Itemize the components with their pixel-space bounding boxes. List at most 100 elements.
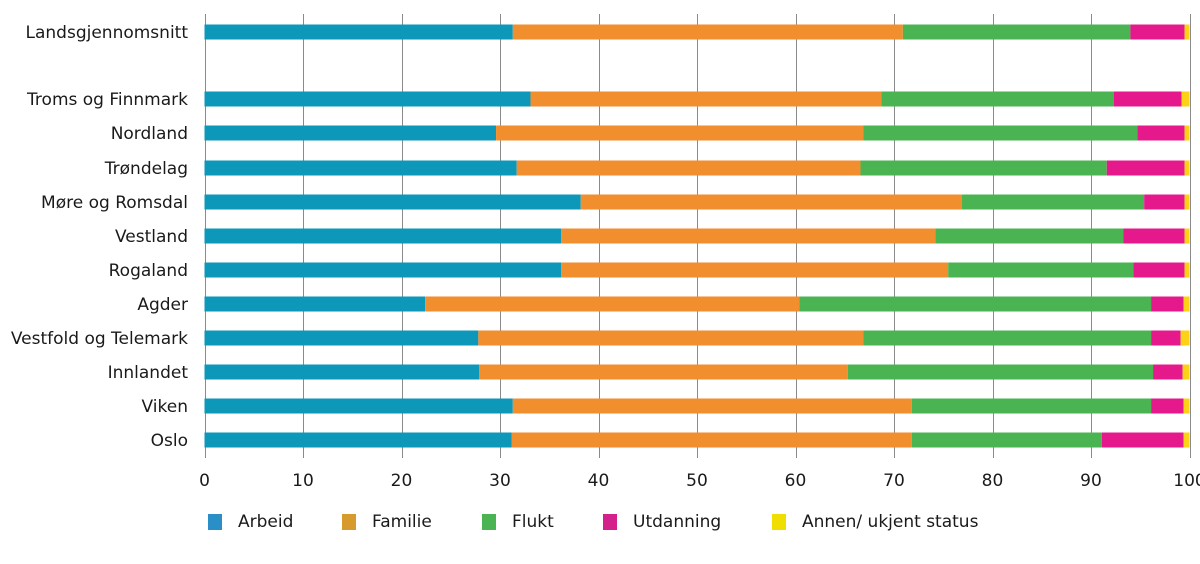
bar-segment-flukt	[961, 194, 1145, 210]
legend-label: Familie	[372, 512, 432, 532]
bar-segment-familie	[478, 330, 864, 346]
category-label: Nordland	[111, 124, 188, 144]
x-tick-label: 70	[883, 471, 905, 491]
x-tick-label: 80	[982, 471, 1004, 491]
category-label: Innlandet	[108, 363, 189, 383]
legend-item: Annen/ ukjent status	[772, 512, 978, 532]
x-tick-label: 100	[1173, 471, 1200, 491]
bar-segment-flukt	[863, 330, 1152, 346]
bar-segment-annen-ukjent-status	[1184, 24, 1190, 40]
bar-segment-arbeid	[204, 125, 497, 141]
bar-segment-utdanning	[1144, 194, 1185, 210]
bar-segment-familie	[496, 125, 864, 141]
x-tick-label: 30	[489, 471, 511, 491]
bar-segment-annen-ukjent-status	[1184, 125, 1190, 141]
bar-segment-arbeid	[204, 194, 581, 210]
bar-segment-flukt	[935, 228, 1124, 244]
bar-segment-familie	[580, 194, 962, 210]
legend-label: Utdanning	[633, 512, 722, 532]
category-label: Trøndelag	[104, 159, 188, 179]
bar-segment-annen-ukjent-status	[1184, 194, 1190, 210]
bar-segment-familie	[512, 398, 912, 414]
bar-segment-flukt	[863, 125, 1138, 141]
bar-segment-utdanning	[1101, 432, 1184, 448]
legend-item: Arbeid	[208, 512, 293, 532]
bar-segment-arbeid	[204, 262, 562, 278]
category-label: Oslo	[151, 431, 188, 451]
bar-segment-arbeid	[204, 398, 513, 414]
legend-item: Utdanning	[603, 512, 721, 532]
x-tick-label: 90	[1080, 471, 1102, 491]
bar-segment-annen-ukjent-status	[1184, 262, 1190, 278]
category-label: Vestfold og Telemark	[11, 329, 188, 349]
category-label: Agder	[137, 295, 188, 315]
bar-segment-annen-ukjent-status	[1184, 228, 1190, 244]
bar-segment-arbeid	[204, 91, 531, 107]
bar-segment-arbeid	[204, 160, 517, 176]
bars	[204, 24, 1190, 448]
bar-segment-utdanning	[1137, 125, 1185, 141]
legend-swatch	[482, 514, 496, 530]
bar-segment-utdanning	[1130, 24, 1185, 40]
x-tick-label: 50	[686, 471, 708, 491]
bar-segment-utdanning	[1113, 91, 1182, 107]
bar-segment-flukt	[847, 364, 1154, 380]
legend-swatch	[342, 514, 356, 530]
bar-segment-utdanning	[1106, 160, 1185, 176]
category-label: Vestland	[115, 227, 188, 247]
bar-segment-familie	[516, 160, 861, 176]
legend-item: Familie	[342, 512, 432, 532]
bar-segment-annen-ukjent-status	[1181, 91, 1190, 107]
bar-segment-flukt	[860, 160, 1107, 176]
bar-segment-arbeid	[204, 296, 426, 312]
bar-segment-annen-ukjent-status	[1183, 398, 1190, 414]
bar-segment-flukt	[881, 91, 1114, 107]
bar-segment-flukt	[799, 296, 1152, 312]
x-tick-label: 0	[199, 471, 210, 491]
bar-segment-arbeid	[204, 330, 479, 346]
bar-segment-arbeid	[204, 24, 513, 40]
bar-segment-familie	[512, 24, 903, 40]
legend-swatch	[772, 514, 786, 530]
bar-segment-utdanning	[1153, 364, 1183, 380]
legend-label: Flukt	[512, 512, 554, 532]
x-tick-labels: 0 10 20 30 40 50 60 70 80 90 100	[199, 471, 1200, 491]
bar-segment-utdanning	[1133, 262, 1185, 278]
bar-segment-annen-ukjent-status	[1182, 364, 1190, 380]
bar-segment-familie	[479, 364, 848, 380]
bar-segment-familie	[530, 91, 882, 107]
legend-item: Flukt	[482, 512, 554, 532]
legend-label: Annen/ ukjent status	[802, 512, 979, 532]
bar-segment-arbeid	[204, 364, 480, 380]
x-tick-label: 60	[785, 471, 807, 491]
bar-segment-familie	[425, 296, 800, 312]
category-label: Møre og Romsdal	[41, 193, 188, 213]
bar-segment-annen-ukjent-status	[1183, 296, 1190, 312]
legend-swatch	[208, 514, 222, 530]
bar-segment-utdanning	[1151, 330, 1181, 346]
bar-segment-familie	[561, 262, 949, 278]
category-label: Troms og Finnmark	[26, 90, 188, 110]
bar-segment-utdanning	[1123, 228, 1185, 244]
bar-segment-annen-ukjent-status	[1183, 432, 1190, 448]
legend-label: Arbeid	[238, 512, 294, 532]
bar-segment-flukt	[948, 262, 1134, 278]
x-tick-label: 20	[391, 471, 413, 491]
bar-segment-arbeid	[204, 228, 562, 244]
category-label: Landsgjennomsnitt	[26, 23, 189, 43]
bar-segment-flukt	[911, 398, 1152, 414]
bar-segment-arbeid	[204, 432, 512, 448]
category-label: Rogaland	[109, 261, 188, 281]
bar-segment-familie	[561, 228, 936, 244]
bar-segment-utdanning	[1151, 296, 1184, 312]
legend-swatch	[603, 514, 617, 530]
bar-segment-flukt	[911, 432, 1102, 448]
bar-segment-flukt	[902, 24, 1131, 40]
x-tick-label: 40	[588, 471, 610, 491]
bar-segment-annen-ukjent-status	[1184, 160, 1190, 176]
bar-segment-utdanning	[1151, 398, 1184, 414]
bar-segment-annen-ukjent-status	[1180, 330, 1190, 346]
category-labels: Landsgjennomsnitt Troms og Finnmark Nordla…	[11, 23, 188, 451]
category-label: Viken	[142, 397, 188, 417]
